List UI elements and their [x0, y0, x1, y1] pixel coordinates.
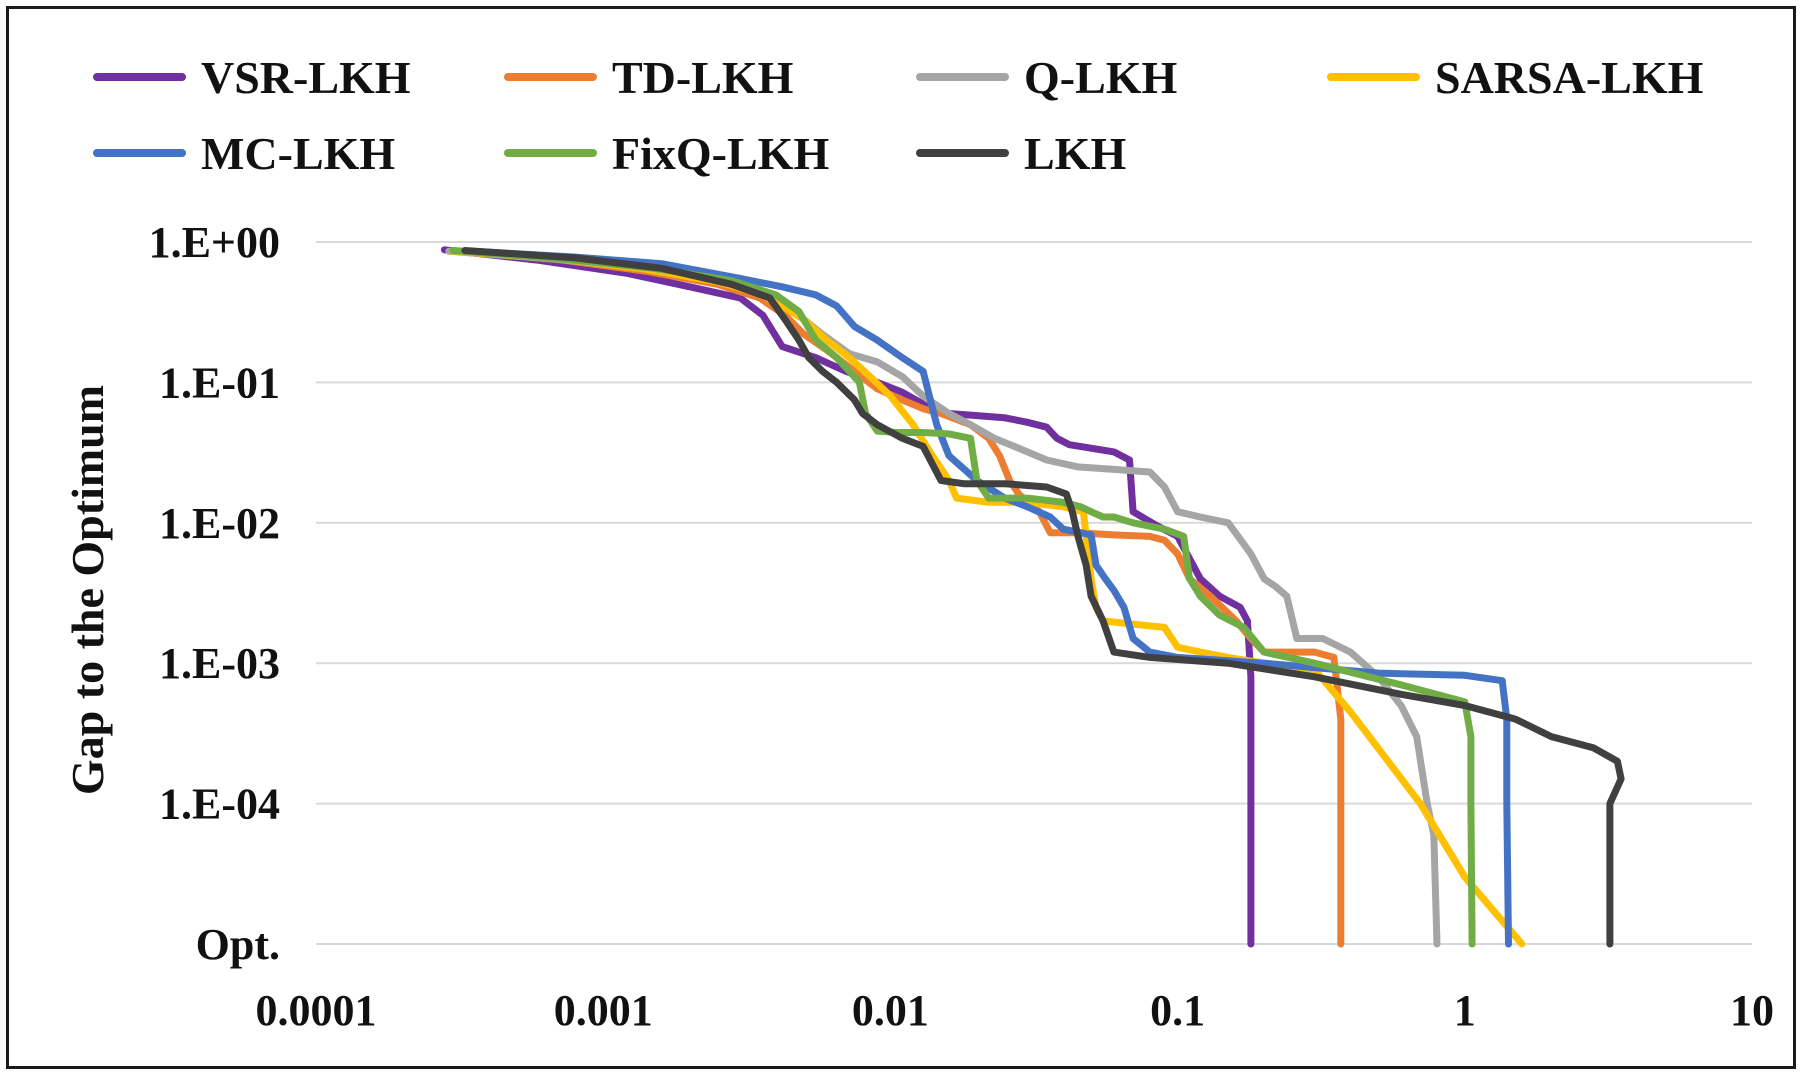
- x-tick-label: 10: [1730, 986, 1774, 1035]
- x-tick-label: 0.01: [852, 986, 929, 1035]
- legend-label: TD-LKH: [612, 52, 794, 103]
- legend: VSR-LKH TD-LKH Q-LKH SARSA-LKH MC-LKH FixQ-LK…: [93, 52, 1704, 179]
- series-line-lkh: [461, 247, 1625, 948]
- series-line-mc-lkh: [468, 247, 1512, 948]
- chart-frame: [6, 6, 1796, 1069]
- legend-label: FixQ-LKH: [612, 128, 829, 179]
- series-layer: [440, 246, 1625, 948]
- y-tick-label: Opt.: [196, 920, 280, 969]
- grid-layer: [316, 241, 1752, 945]
- legend-label: Q-LKH: [1024, 52, 1178, 103]
- y-axis-ticks: 1.E+00 1.E-01 1.E-02 1.E-03 1.E-04 Opt.: [149, 218, 280, 969]
- legend-label: SARSA-LKH: [1435, 52, 1704, 103]
- x-tick-label: 0.0001: [256, 986, 377, 1035]
- legend-label: VSR-LKH: [201, 52, 411, 103]
- series-line-sarsa-lkh: [449, 247, 1526, 948]
- y-axis-title: Gap to the Optimum: [62, 385, 113, 795]
- x-tick-label: 0.001: [554, 986, 653, 1035]
- y-tick-label: 1.E+00: [149, 218, 280, 267]
- series-line-fixq-lkh: [449, 247, 1476, 948]
- x-axis-ticks: 0.0001 0.001 0.01 0.1 1 10: [256, 986, 1775, 1035]
- y-tick-label: 1.E-03: [159, 639, 280, 688]
- legend-label: LKH: [1024, 128, 1126, 179]
- y-tick-label: 1.E-01: [159, 358, 280, 407]
- x-tick-label: 0.1: [1150, 986, 1205, 1035]
- y-tick-label: 1.E-02: [159, 499, 280, 548]
- y-tick-label: 1.E-04: [159, 780, 280, 829]
- legend-label: MC-LKH: [201, 128, 395, 179]
- series-line-vsr-lkh: [440, 246, 1255, 948]
- series-line-q-lkh: [445, 247, 1441, 948]
- x-tick-label: 1: [1454, 986, 1476, 1035]
